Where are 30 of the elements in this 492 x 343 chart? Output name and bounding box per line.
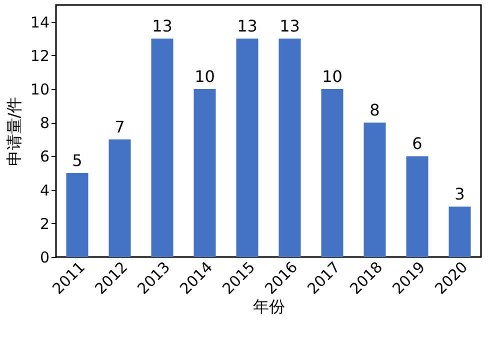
data-label: 10 <box>194 67 215 86</box>
data-label: 3 <box>454 184 465 204</box>
data-label: 7 <box>114 117 125 136</box>
bar <box>108 139 131 257</box>
data-label: 6 <box>412 134 422 154</box>
y-tick-label: 8 <box>40 114 50 132</box>
bar <box>364 122 386 257</box>
data-label: 10 <box>322 67 342 86</box>
y-tick-label: 4 <box>40 181 50 200</box>
data-label: 5 <box>72 151 82 170</box>
y-axis-title: 申请量/件 <box>4 96 24 166</box>
bar <box>194 89 216 257</box>
y-tick-label: 14 <box>30 13 50 32</box>
data-label: 13 <box>280 16 300 36</box>
bar <box>448 206 471 257</box>
y-tick-label: 12 <box>30 46 50 65</box>
data-label: 13 <box>237 16 258 36</box>
x-axis-title: 年份 <box>253 297 285 316</box>
bar <box>278 38 301 257</box>
bar <box>321 89 344 257</box>
y-tick-label: 0 <box>40 248 50 266</box>
data-label: 8 <box>370 100 380 120</box>
bar <box>236 38 258 257</box>
y-tick-label: 10 <box>30 80 50 98</box>
y-tick-label: 6 <box>40 148 50 166</box>
bar <box>151 38 174 257</box>
y-tick-label: 2 <box>40 214 50 233</box>
data-label: 13 <box>152 16 172 36</box>
bar <box>66 173 88 257</box>
bar <box>406 156 428 257</box>
